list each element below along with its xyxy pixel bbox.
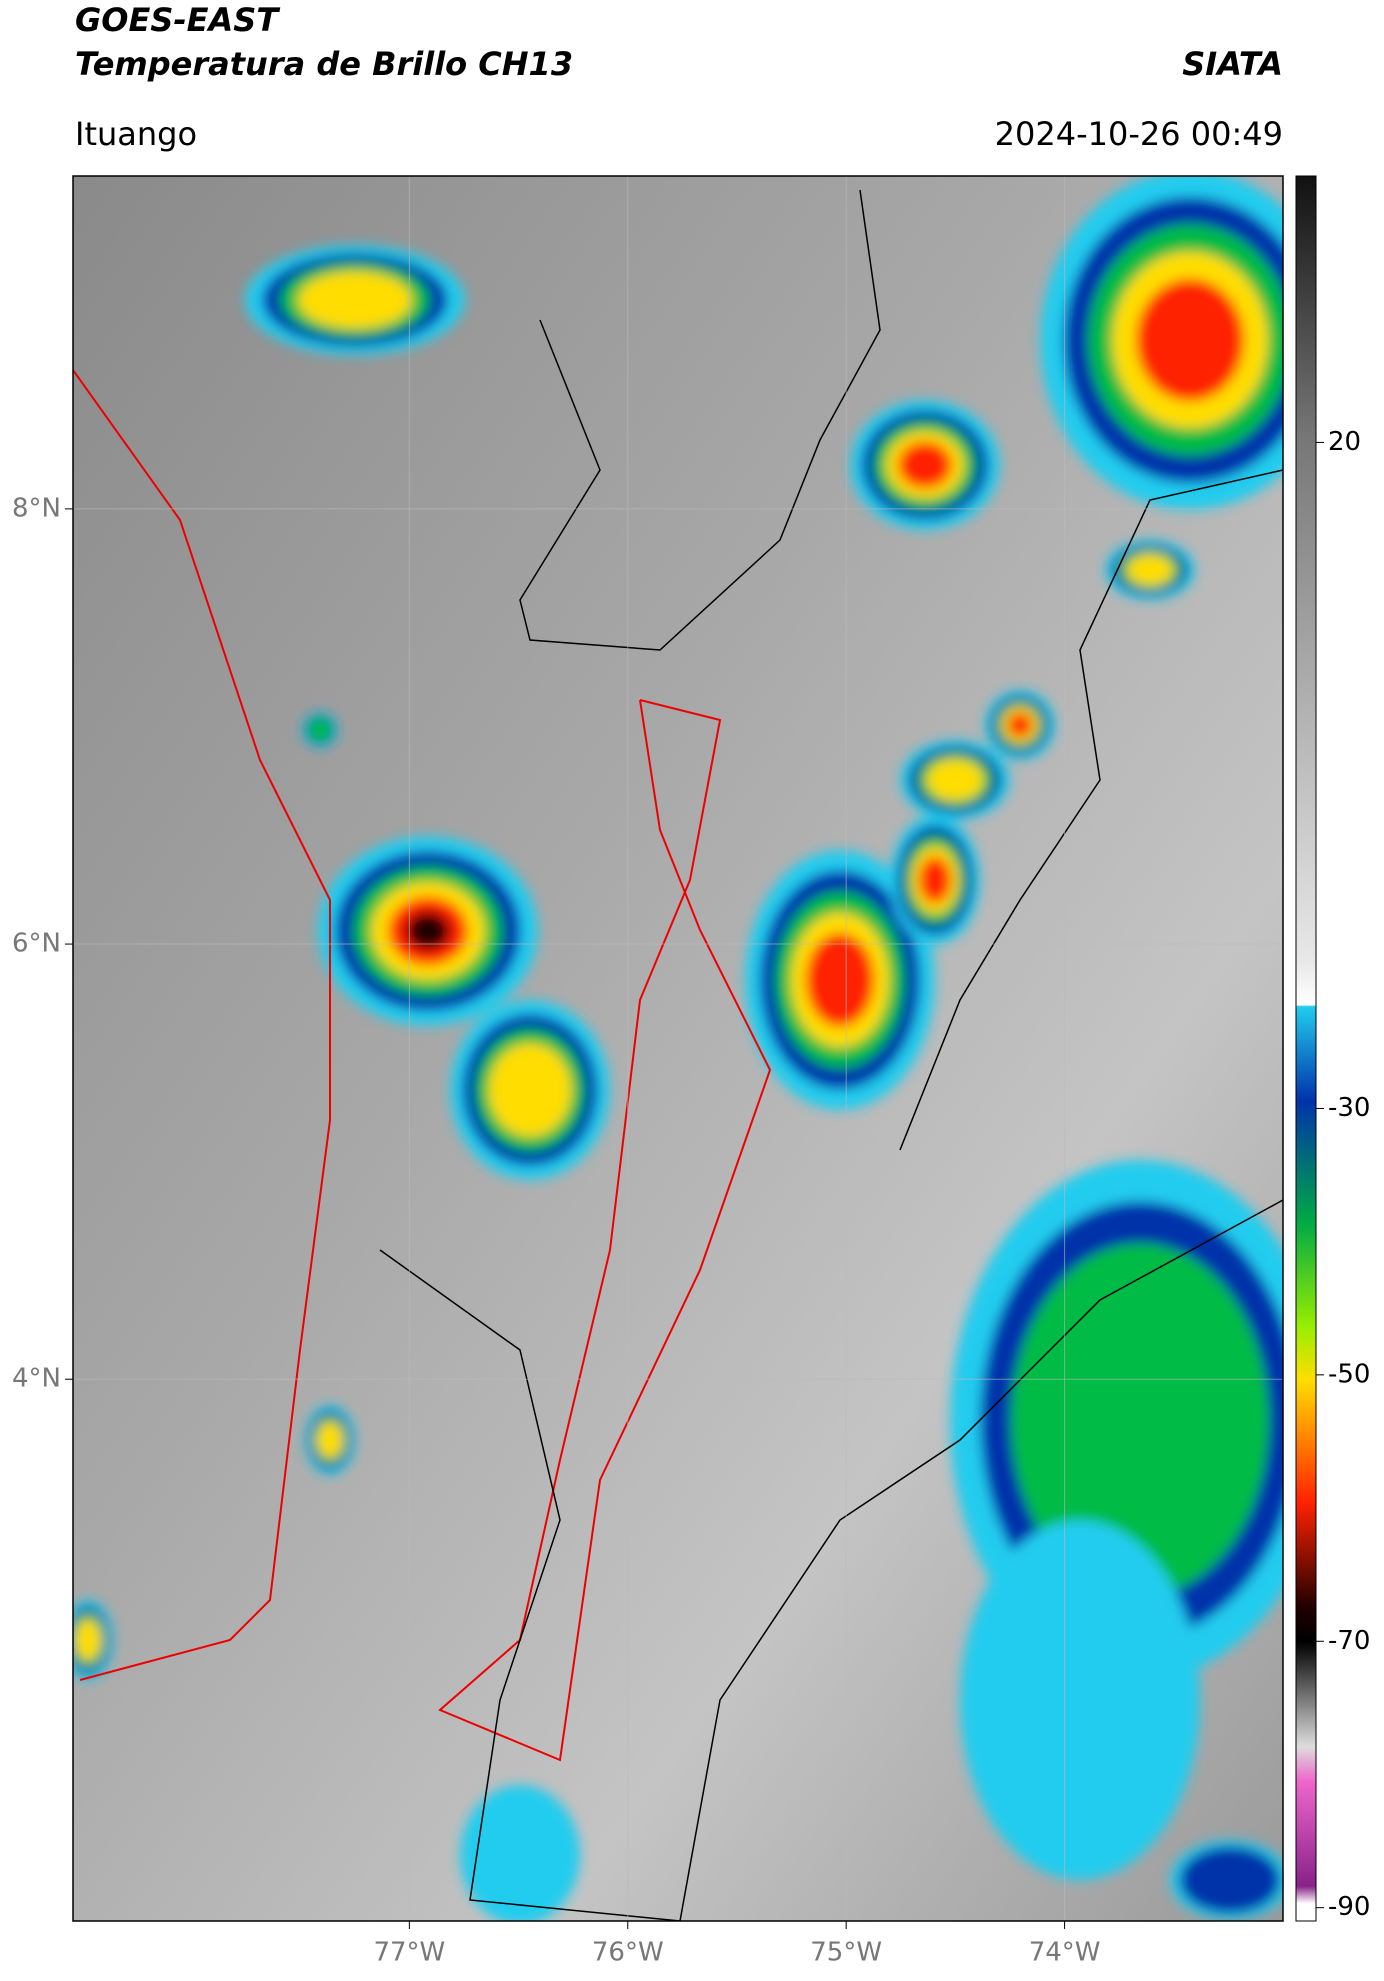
x-tick-label: 76°W xyxy=(592,1938,664,1968)
x-tick-label: 74°W xyxy=(1029,1938,1101,1968)
map-frame xyxy=(72,175,1284,1922)
grid xyxy=(73,176,1283,1921)
imagery xyxy=(73,176,1283,1921)
x-tick-label: 77°W xyxy=(373,1938,445,1968)
admin-border xyxy=(899,469,1283,1151)
colorbar-tick-label: 20 xyxy=(1328,427,1361,457)
cloud-cell xyxy=(297,271,413,329)
cloud-cell xyxy=(307,717,333,743)
colorbar-tick-label: -50 xyxy=(1328,1359,1370,1389)
admin-border xyxy=(519,189,881,651)
subtitle: Temperatura de Brillo CH13 xyxy=(75,45,573,83)
cloud-cell xyxy=(317,1421,343,1459)
cloud-cell xyxy=(1179,1846,1281,1914)
cloud-cell xyxy=(1126,554,1174,586)
admin-border xyxy=(379,1199,1283,1921)
clouds xyxy=(73,176,1283,1921)
source: SIATA xyxy=(1182,45,1283,83)
cloud-cell xyxy=(960,1520,1200,1880)
cloud-cell xyxy=(406,912,450,950)
cloud-cell xyxy=(1136,278,1244,402)
y-tick-label: 4°N xyxy=(12,1364,61,1394)
colorbar-tick-label: -90 xyxy=(1328,1892,1370,1922)
cloud-cell xyxy=(898,441,952,489)
cloud-cell xyxy=(460,1785,580,1921)
cloud-cell xyxy=(1010,1243,1270,1597)
x-tick-label: 75°W xyxy=(810,1938,882,1968)
title: GOES-EAST xyxy=(75,1,280,39)
y-tick-label: 8°N xyxy=(12,493,61,523)
coast-line xyxy=(73,369,331,1681)
colorbar-tick-label: -70 xyxy=(1328,1626,1370,1656)
cloud-cell xyxy=(75,1619,101,1661)
location: Ituango xyxy=(75,115,197,153)
colorbar xyxy=(1295,175,1317,1922)
cloud-cell xyxy=(1007,712,1033,738)
region-border xyxy=(438,699,772,1762)
cloud-cell xyxy=(805,933,875,1027)
datetime: 2024-10-26 00:49 xyxy=(995,115,1283,153)
colorbar-tick-label: -30 xyxy=(1328,1093,1370,1123)
cloud-cell xyxy=(488,1043,572,1137)
cloud-cell xyxy=(926,759,984,801)
cloud-cell xyxy=(918,856,952,904)
y-tick-label: 6°N xyxy=(12,929,61,959)
